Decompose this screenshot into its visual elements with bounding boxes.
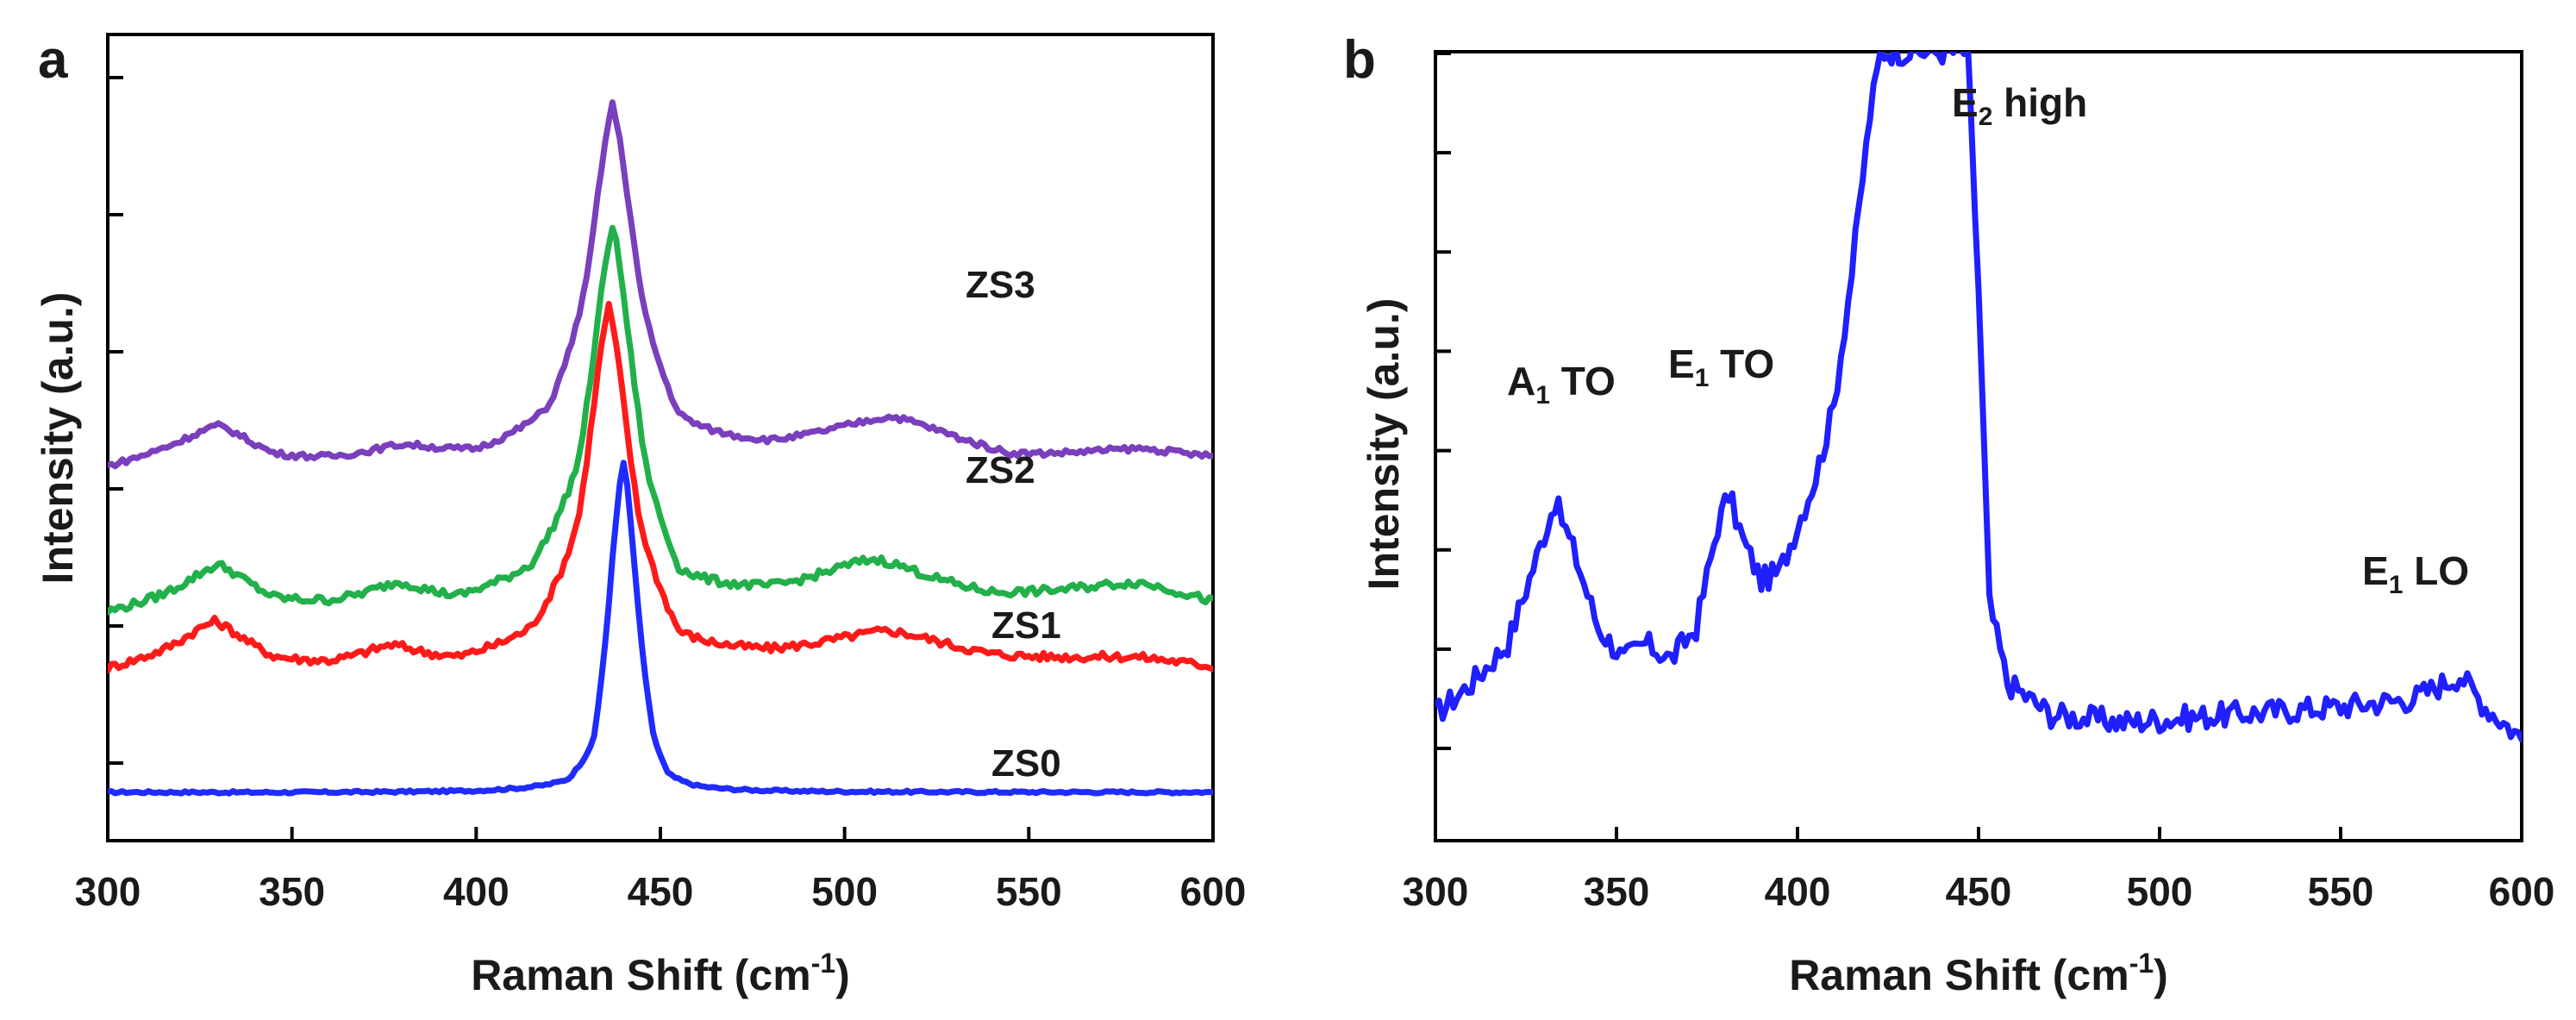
panel-a-trace-zs3 bbox=[108, 99, 1213, 470]
mode-label-e2-high: E2 high bbox=[1952, 80, 2087, 131]
mode-label-e1-to: E1 TO bbox=[1668, 341, 1774, 392]
panel-b-y-ticks bbox=[1435, 52, 1451, 750]
panel-b-trace-zno bbox=[1435, 52, 2522, 743]
panel-b-x-axis-title: Raman Shift (cm-1) bbox=[1789, 948, 2168, 999]
panel-a-x-tick-label: 400 bbox=[443, 869, 510, 914]
panel-b-x-ticks: 300 350 400 450 500 550 600 bbox=[1403, 827, 2555, 914]
panel-a-plot-frame bbox=[106, 33, 1215, 842]
mode-label-e1-lo: E1 LO bbox=[2362, 548, 2469, 599]
panel-a-x-tick-label: 300 bbox=[75, 869, 141, 914]
panel-b-traces bbox=[1435, 52, 2522, 743]
panel-b-x-tick-label: 300 bbox=[1403, 869, 1469, 914]
panel-b-x-tick-label: 550 bbox=[2308, 869, 2374, 914]
panel-b-x-tick-label: 600 bbox=[2489, 869, 2555, 914]
panel-b-x-tick-label: 450 bbox=[1946, 869, 2012, 914]
panel-a-x-axis-title: Raman Shift (cm-1) bbox=[471, 948, 850, 999]
panel-a-trace-zs2 bbox=[108, 224, 1213, 616]
series-label-zs0: ZS0 bbox=[991, 742, 1061, 785]
panel-b-x-tick-label: 350 bbox=[1584, 869, 1650, 914]
panel-b-x-tick-label: 400 bbox=[1765, 869, 1831, 914]
panel-a-x-tick-label: 350 bbox=[259, 869, 325, 914]
panel-a-traces bbox=[108, 99, 1213, 797]
panel-a-trace-zs1 bbox=[108, 300, 1213, 674]
panel-b-y-axis-title: Intensity (a.u.) bbox=[1360, 298, 1408, 591]
series-label-zs2: ZS2 bbox=[966, 449, 1035, 491]
panel-a-x-ticks: 300 350 400 450 500 550 600 bbox=[75, 827, 1247, 914]
panel-b-plot-frame bbox=[1434, 50, 2523, 842]
panel-b-x-tick-label: 500 bbox=[2127, 869, 2193, 914]
panel-a-y-ticks bbox=[108, 76, 123, 765]
panel-a-x-tick-label: 550 bbox=[996, 869, 1062, 914]
series-label-zs1: ZS1 bbox=[991, 604, 1061, 647]
panel-a: a 300 350 400 450 500 550 600 ZS3 ZS2 ZS1 ZS0 … bbox=[34, 30, 1246, 999]
mode-label-a1-to: A1 TO bbox=[1507, 359, 1616, 410]
panel-a-letter: a bbox=[38, 30, 68, 90]
panel-b: b 300 350 400 450 500 550 600 A1 TO E1 TO E2 h… bbox=[1343, 30, 2554, 999]
panel-a-y-axis-title: Intensity (a.u.) bbox=[34, 292, 82, 585]
panel-a-x-tick-label: 500 bbox=[811, 869, 878, 914]
series-label-zs3: ZS3 bbox=[966, 264, 1035, 306]
panel-a-x-tick-label: 600 bbox=[1180, 869, 1247, 914]
panel-a-trace-zs0 bbox=[108, 460, 1213, 797]
panel-a-x-tick-label: 450 bbox=[628, 869, 694, 914]
panel-b-letter: b bbox=[1343, 30, 1376, 90]
